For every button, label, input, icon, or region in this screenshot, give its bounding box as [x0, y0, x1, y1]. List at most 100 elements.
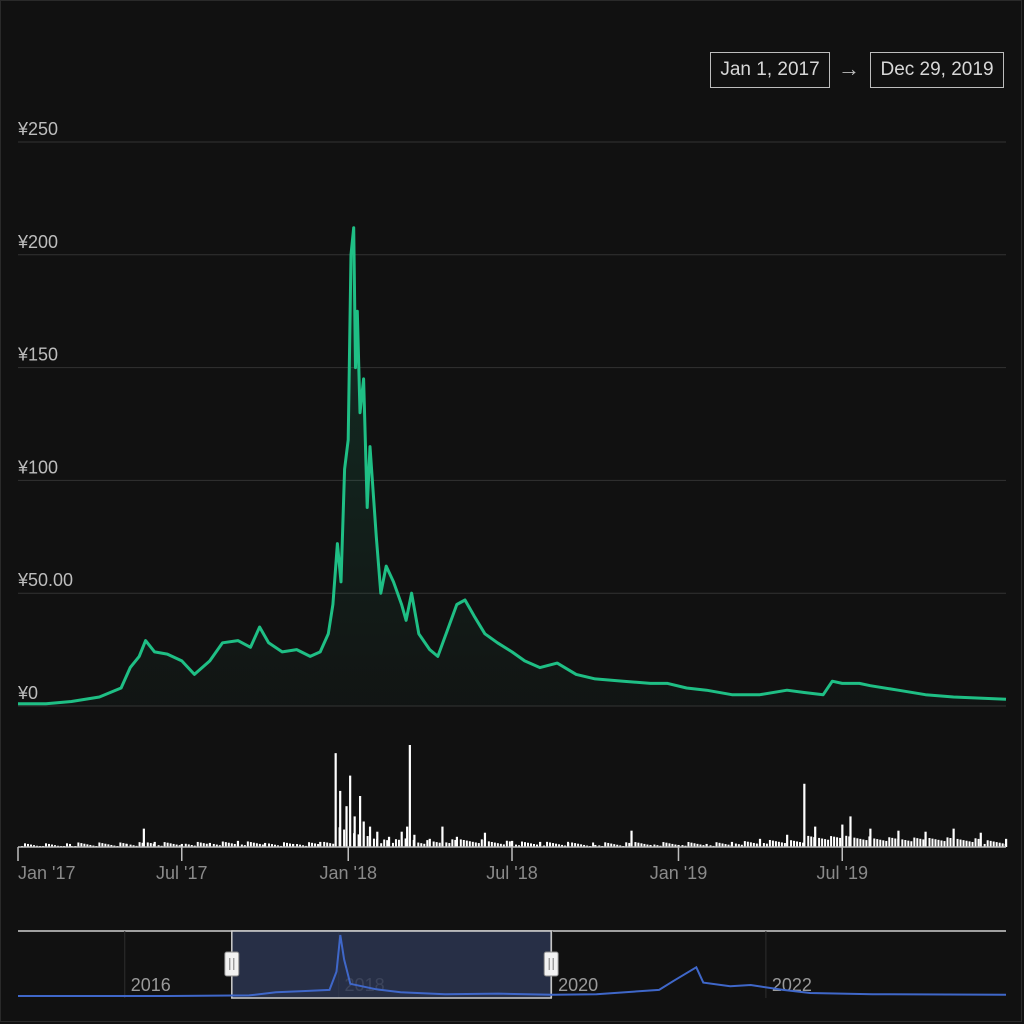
volume-bar [814, 826, 817, 847]
volume-bar [66, 843, 68, 847]
volume-bar [910, 841, 913, 847]
volume-bars [21, 745, 1008, 847]
volume-bar [737, 844, 740, 847]
volume-bar [180, 843, 183, 847]
volume-bar [471, 841, 474, 847]
x-tick-label: Jul '17 [156, 863, 207, 883]
volume-bar [699, 844, 702, 847]
volume-bar [426, 840, 429, 847]
volume-bar [345, 806, 348, 847]
volume-bar [977, 838, 980, 847]
volume-bar [730, 841, 734, 847]
volume-bar [224, 842, 227, 847]
volume-bar [441, 826, 444, 847]
volume-bar [353, 816, 356, 847]
volume-bar [286, 842, 288, 847]
volume-bar [24, 843, 26, 847]
volume-bar [859, 838, 862, 847]
volume-bar [329, 843, 332, 847]
volume-bar [249, 842, 252, 847]
volume-bar [435, 842, 438, 847]
volume-bar [959, 839, 962, 847]
volume-bar [515, 844, 517, 847]
volume-bar [51, 844, 53, 847]
volume-bar [119, 842, 122, 847]
volume-bar [604, 842, 607, 847]
x-axis: Jan '17 Jul '17 Jan '18 Jul '18 Jan '19 Jul '… [17, 846, 1006, 883]
volume-bar [803, 783, 806, 847]
volume-bar [215, 844, 218, 847]
volume-bar [793, 840, 796, 847]
volume-bar [314, 843, 317, 847]
volume-bar [107, 844, 110, 847]
volume-bar [255, 843, 258, 847]
volume-bar [671, 843, 674, 847]
volume-bar [423, 843, 426, 847]
volume-bar [83, 843, 86, 847]
volume-bar [408, 745, 411, 847]
range-end-input[interactable]: Dec 29, 2019 [870, 52, 1004, 88]
price-line [18, 226, 1007, 706]
volume-bar [956, 838, 959, 847]
volume-bar [705, 843, 708, 847]
volume-bar [302, 845, 305, 847]
volume-bar [740, 844, 743, 847]
volume-bar [178, 845, 181, 847]
volume-bar [132, 845, 135, 847]
volume-bar [359, 796, 362, 847]
volume-bar [771, 840, 774, 847]
navigator-selection[interactable] [231, 930, 552, 999]
volume-bar [946, 837, 949, 847]
volume-bar [934, 839, 937, 847]
volume-bar [807, 835, 810, 847]
volume-bar [493, 842, 496, 847]
navigator-handle-right[interactable] [543, 951, 559, 977]
x-tick-label: Jul '18 [486, 863, 537, 883]
grid-lines [18, 141, 1006, 707]
volume-bar [530, 843, 532, 847]
volume-bar [998, 842, 1001, 847]
volume-bar [508, 841, 511, 847]
volume-bar [69, 843, 71, 847]
volume-bar [368, 826, 372, 847]
volume-bar [616, 844, 619, 847]
navigator-tick-label: 2020 [558, 975, 598, 995]
volume-bar [138, 842, 141, 847]
volume-bar [634, 842, 637, 847]
range-arrow-icon: → [838, 56, 860, 81]
volume-bar [432, 841, 435, 847]
y-tick-label: ¥150 [17, 345, 58, 365]
volume-bar [690, 842, 693, 847]
volume-bar [339, 790, 342, 847]
volume-bar [455, 836, 459, 847]
volume-bar [907, 840, 910, 847]
volume-bar [833, 836, 836, 847]
volume-bar [549, 842, 552, 847]
volume-bar [796, 841, 799, 847]
volume-bar [27, 843, 29, 847]
volume-bar [992, 841, 995, 847]
volume-bar [48, 843, 50, 847]
volume-bar [799, 842, 802, 847]
y-tick-label: ¥100 [17, 457, 58, 477]
volume-bar [962, 840, 965, 847]
volume-bar [184, 843, 187, 847]
navigator-handle-left[interactable] [224, 951, 240, 977]
range-start-input[interactable]: Jan 1, 2017 [710, 52, 830, 88]
volume-bar [268, 843, 270, 847]
volume-bar [885, 840, 888, 847]
volume-bar [758, 838, 762, 847]
volume-bar [236, 840, 240, 847]
volume-bar [334, 753, 337, 847]
volume-bar [865, 840, 868, 847]
volume-bar [637, 842, 640, 847]
volume-bar [594, 844, 597, 847]
volume-bar [462, 839, 465, 847]
y-tick-label: ¥50.00 [17, 570, 73, 590]
volume-bar [674, 844, 677, 847]
volume-bar [916, 838, 919, 847]
volume-bar [454, 839, 457, 847]
navigator[interactable]: 2016201820202022 [18, 930, 1007, 999]
volume-bar [104, 843, 107, 847]
